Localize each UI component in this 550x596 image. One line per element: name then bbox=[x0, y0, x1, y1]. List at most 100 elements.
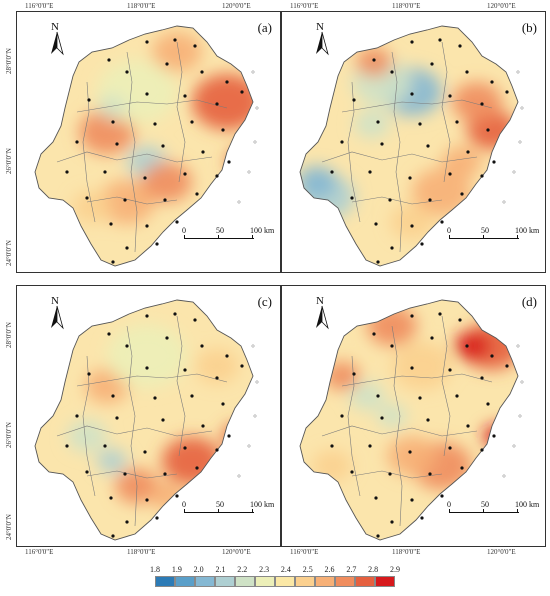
value-field-patch bbox=[107, 324, 187, 388]
legend-swatch bbox=[175, 576, 195, 587]
station-marker bbox=[109, 496, 113, 500]
scale-label: 50 bbox=[216, 500, 224, 509]
legend-value-label: 2.7 bbox=[346, 565, 357, 574]
color-legend: 1.8 1.9 2.0 2.1 2.2 2.3 2.4 2.5 2.6 2.7 2.8 2.9 bbox=[150, 565, 400, 593]
legend-value-label: 2.3 bbox=[259, 565, 270, 574]
value-field-patch bbox=[98, 95, 126, 119]
latitude-tick-label: 26°0'0"N bbox=[5, 148, 13, 174]
station-marker bbox=[193, 44, 197, 48]
station-marker bbox=[330, 444, 334, 448]
station-marker bbox=[111, 120, 115, 124]
station-marker bbox=[65, 444, 69, 448]
district-boundary bbox=[86, 196, 178, 205]
value-field-patch bbox=[354, 109, 390, 139]
station-marker bbox=[153, 396, 157, 400]
district-boundary bbox=[76, 373, 228, 387]
station-marker bbox=[161, 144, 165, 148]
island bbox=[518, 414, 522, 418]
station-marker bbox=[438, 38, 442, 42]
scale-line bbox=[184, 512, 254, 513]
station-marker bbox=[240, 90, 244, 94]
station-marker bbox=[155, 516, 159, 520]
north-label: N bbox=[316, 295, 324, 307]
value-field-patch bbox=[162, 437, 222, 485]
north-label: N bbox=[51, 295, 59, 307]
island bbox=[253, 414, 257, 418]
station-marker bbox=[368, 444, 372, 448]
value-field-patch bbox=[227, 147, 253, 177]
station-marker bbox=[109, 222, 113, 226]
value-field-patch bbox=[454, 331, 490, 361]
station-marker bbox=[107, 332, 111, 336]
station-marker bbox=[75, 414, 79, 418]
station-marker bbox=[183, 94, 187, 98]
station-marker bbox=[430, 336, 434, 340]
island bbox=[516, 70, 520, 74]
station-marker bbox=[480, 376, 484, 380]
station-marker bbox=[115, 416, 119, 420]
station-marker bbox=[163, 472, 167, 476]
scale-bar: 0 50 100 km bbox=[447, 500, 539, 518]
district-boundary bbox=[82, 81, 96, 223]
station-marker bbox=[201, 150, 205, 154]
map-svg bbox=[34, 25, 259, 267]
value-field-patch bbox=[392, 342, 452, 390]
longitude-tick-label: 120°0'0"E bbox=[487, 2, 516, 10]
station-marker bbox=[87, 98, 91, 102]
scale-tick bbox=[483, 509, 484, 513]
station-marker bbox=[374, 222, 378, 226]
scale-label: 50 bbox=[481, 226, 489, 235]
longitude-tick-label: 116°0'0"E bbox=[25, 2, 54, 10]
station-marker bbox=[225, 354, 229, 358]
longitude-tick-label: 118°0'0"E bbox=[127, 548, 156, 556]
district-boundary bbox=[341, 99, 493, 113]
station-marker bbox=[350, 470, 354, 474]
longitude-tick-label: 120°0'0"E bbox=[487, 548, 516, 556]
legend-color-bar bbox=[155, 576, 395, 587]
station-marker bbox=[352, 372, 356, 376]
station-marker bbox=[380, 142, 384, 146]
province-outline bbox=[299, 25, 519, 267]
legend-swatch bbox=[375, 576, 395, 587]
station-marker bbox=[376, 534, 380, 538]
station-marker bbox=[221, 128, 225, 132]
scale-bar: 0 50 100 km bbox=[447, 226, 539, 244]
station-marker bbox=[145, 92, 149, 96]
station-marker bbox=[368, 170, 372, 174]
legend-labels: 1.8 1.9 2.0 2.1 2.2 2.3 2.4 2.5 2.6 2.7 2.8 2.9 bbox=[150, 565, 400, 575]
north-arrow-icon: N bbox=[310, 21, 334, 56]
map-panel-b: (b) N 0 50 100 km 116°0'0"E 118°0'0"E 120°0'0"E… bbox=[281, 2, 546, 273]
legend-swatch bbox=[355, 576, 375, 587]
scale-bar: 0 50 100 km bbox=[182, 500, 274, 518]
scale-label: 50 bbox=[216, 226, 224, 235]
station-marker bbox=[480, 102, 484, 106]
legend-swatch bbox=[295, 576, 315, 587]
station-marker bbox=[125, 520, 129, 524]
station-marker bbox=[480, 174, 484, 178]
scale-tick bbox=[517, 509, 518, 513]
station-marker bbox=[458, 44, 462, 48]
scale-tick bbox=[252, 509, 253, 513]
value-field-patch bbox=[390, 204, 434, 240]
station-marker bbox=[410, 40, 414, 44]
station-marker bbox=[227, 434, 231, 438]
island bbox=[516, 344, 520, 348]
scale-tick bbox=[449, 235, 450, 239]
station-marker bbox=[227, 160, 231, 164]
legend-value-label: 1.9 bbox=[171, 565, 182, 574]
scale-label: 100 km bbox=[515, 500, 540, 509]
scale-label: 0 bbox=[182, 500, 186, 509]
district-boundary bbox=[391, 51, 403, 253]
value-field-patch bbox=[142, 162, 192, 202]
province-outline bbox=[34, 25, 254, 267]
latitude-tick-label: 28°0'0"N bbox=[5, 322, 13, 348]
station-marker bbox=[340, 140, 344, 144]
station-marker bbox=[492, 434, 496, 438]
station-marker bbox=[410, 224, 414, 228]
station-marker bbox=[466, 150, 470, 154]
longitude-tick-label: 118°0'0"E bbox=[392, 2, 421, 10]
station-marker bbox=[190, 394, 194, 398]
north-label: N bbox=[51, 21, 59, 33]
station-marker bbox=[390, 246, 394, 250]
island bbox=[520, 380, 524, 384]
